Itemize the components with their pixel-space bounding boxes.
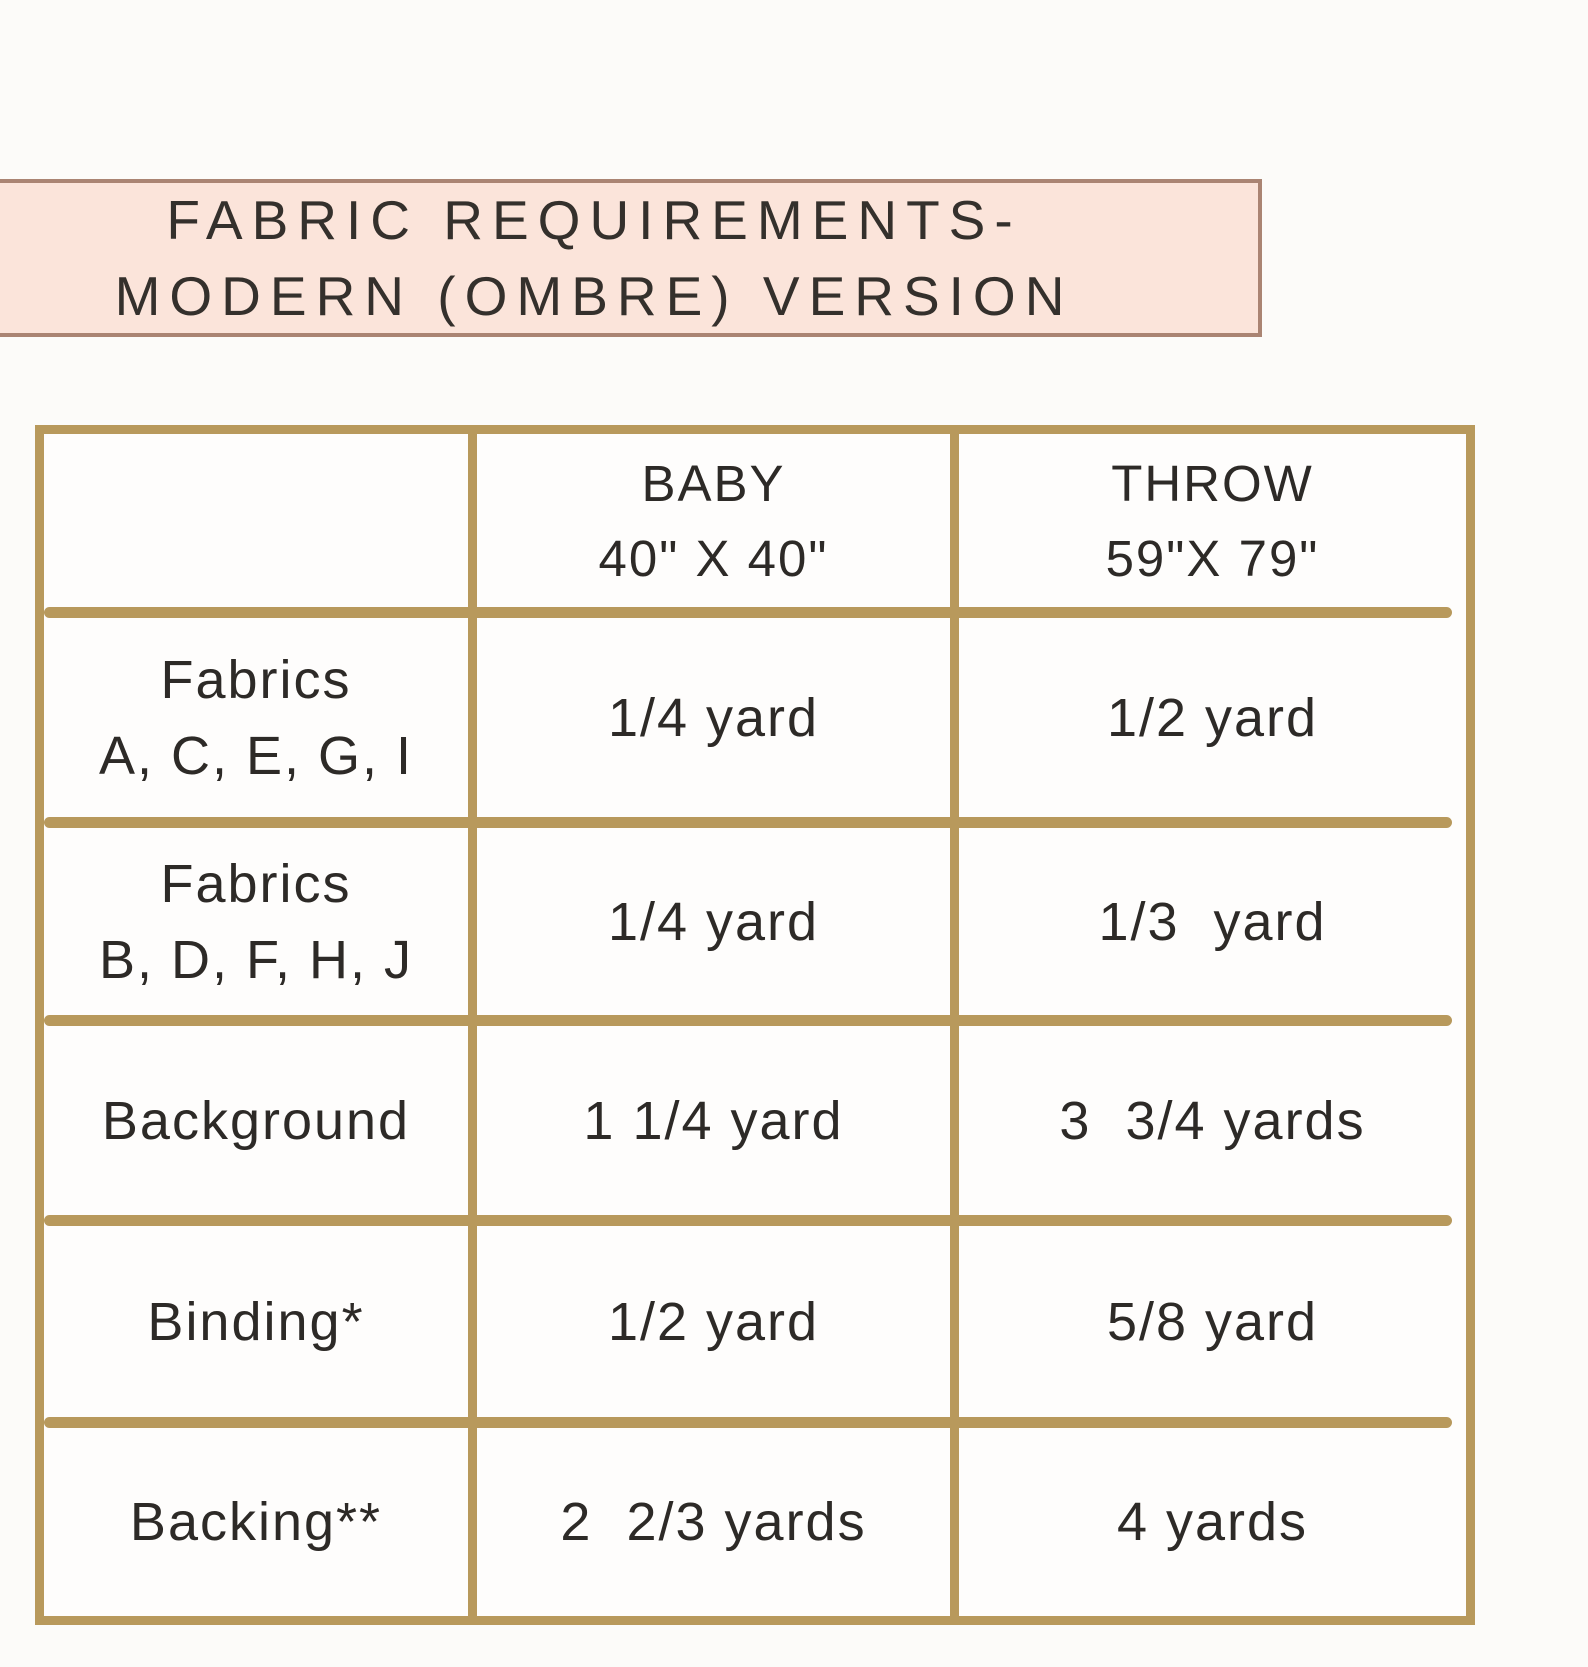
header-cell-empty	[44, 434, 468, 607]
banner-title-line-1: FABRIC REQUIREMENTS-	[166, 189, 1022, 251]
cell-value: 1/3 yard	[1098, 891, 1327, 952]
cell-binding-baby: 1/2 yard	[477, 1226, 950, 1417]
cell-binding-throw: 5/8 yard	[959, 1226, 1466, 1417]
row-label-background: Background	[44, 1026, 468, 1215]
header-cell-throw: THROW 59"X 79"	[959, 434, 1466, 607]
row-label-fabrics-acegi: Fabrics A, C, E, G, I	[44, 618, 468, 817]
banner-title-line-2: MODERN (OMBRE) VERSION	[114, 265, 1074, 327]
cell-value: 1/2 yard	[607, 1291, 820, 1352]
header-cell-baby: BABY 40" X 40"	[477, 434, 950, 607]
cell-value: 4 yards	[1116, 1492, 1309, 1552]
row-label-backing: Backing**	[44, 1428, 468, 1616]
title-banner: FABRIC REQUIREMENTS- MODERN (OMBRE) VERS…	[0, 179, 1262, 337]
header-baby-dimensions: 40" X 40"	[598, 529, 829, 587]
row-label-line: Fabrics	[160, 649, 352, 710]
table-row-separator-3	[44, 1015, 1452, 1026]
row-label-binding: Binding*	[44, 1226, 468, 1417]
row-label-line: Backing**	[129, 1492, 383, 1552]
row-label-line: A, C, E, G, I	[98, 725, 414, 786]
row-label-line: Fabrics	[160, 853, 352, 914]
cell-fabrics-acegi-throw: 1/2 yard	[959, 618, 1466, 817]
cell-value: 5/8 yard	[1106, 1291, 1319, 1352]
cell-fabrics-bdfhj-baby: 1/4 yard	[477, 828, 950, 1015]
cell-background-baby: 1 1/4 yard	[477, 1026, 950, 1215]
cell-background-throw: 3 3/4 yards	[959, 1026, 1466, 1215]
fabric-requirements-table: BABY 40" X 40" THROW 59"X 79" Fabrics A,…	[35, 425, 1475, 1625]
cell-fabrics-acegi-baby: 1/4 yard	[477, 618, 950, 817]
row-label-line: B, D, F, H, J	[98, 929, 414, 990]
header-baby-size-name: BABY	[641, 454, 786, 512]
cell-value: 1/4 yard	[607, 687, 820, 748]
row-label-fabrics-bdfhj: Fabrics B, D, F, H, J	[44, 828, 468, 1015]
cell-value: 2 2/3 yards	[560, 1492, 867, 1552]
row-label-line: Binding*	[147, 1291, 365, 1352]
cell-value: 1/4 yard	[607, 891, 820, 952]
table-row-separator-4	[44, 1215, 1452, 1226]
cell-value: 1 1/4 yard	[583, 1090, 844, 1151]
header-throw-dimensions: 59"X 79"	[1105, 529, 1320, 587]
table-row-separator-5	[44, 1417, 1452, 1428]
cell-value: 3 3/4 yards	[1059, 1090, 1366, 1151]
cell-fabrics-bdfhj-throw: 1/3 yard	[959, 828, 1466, 1015]
cell-backing-throw: 4 yards	[959, 1428, 1466, 1616]
cell-backing-baby: 2 2/3 yards	[477, 1428, 950, 1616]
header-throw-size-name: THROW	[1111, 454, 1314, 512]
row-label-line: Background	[101, 1090, 411, 1151]
table-row-separator-2	[44, 817, 1452, 828]
table-row-separator-1	[44, 607, 1452, 618]
cell-value: 1/2 yard	[1106, 687, 1319, 748]
